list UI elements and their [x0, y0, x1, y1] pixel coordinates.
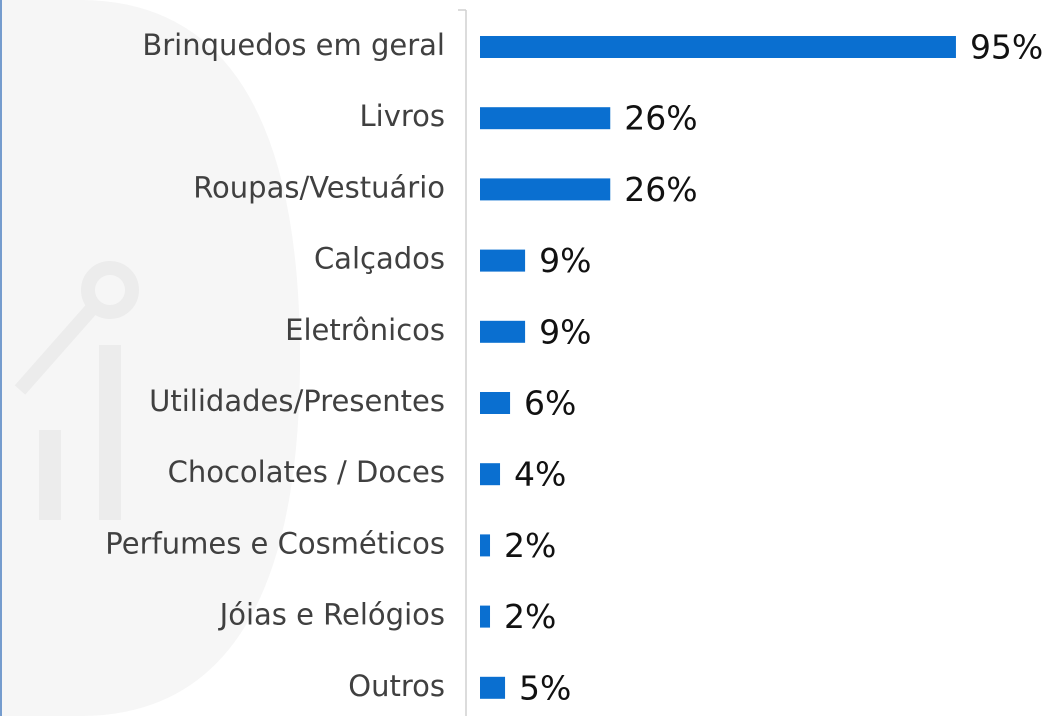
category-label: Utilidades/Presentes	[149, 384, 445, 418]
category-label: Calçados	[314, 242, 445, 276]
value-label: 2%	[504, 526, 556, 565]
value-label: 26%	[624, 99, 697, 138]
value-label: 9%	[539, 241, 591, 280]
bar	[480, 463, 501, 486]
category-label: Brinquedos em geral	[142, 28, 445, 62]
bar	[480, 107, 611, 130]
value-label: 4%	[514, 455, 566, 494]
watermark	[0, 0, 300, 716]
category-label: Jóias e Relógios	[218, 598, 445, 632]
value-label: 9%	[539, 312, 591, 351]
bar	[480, 320, 526, 343]
bar	[480, 36, 956, 58]
bar	[480, 392, 511, 414]
category-label: Perfumes e Cosméticos	[105, 526, 445, 560]
value-label: 95%	[970, 28, 1043, 67]
category-label: Outros	[348, 669, 445, 703]
bar	[480, 676, 506, 699]
bar	[480, 605, 491, 628]
bar	[480, 249, 526, 272]
category-label: Roupas/Vestuário	[193, 170, 445, 204]
bar	[480, 178, 611, 201]
bar	[480, 534, 491, 557]
category-label: Livros	[359, 99, 445, 133]
value-label: 6%	[524, 384, 576, 423]
value-label: 5%	[519, 668, 571, 707]
category-label: Chocolates / Doces	[168, 455, 445, 489]
value-label: 2%	[504, 597, 556, 636]
category-label: Eletrônicos	[285, 313, 445, 347]
value-label: 26%	[624, 170, 697, 209]
